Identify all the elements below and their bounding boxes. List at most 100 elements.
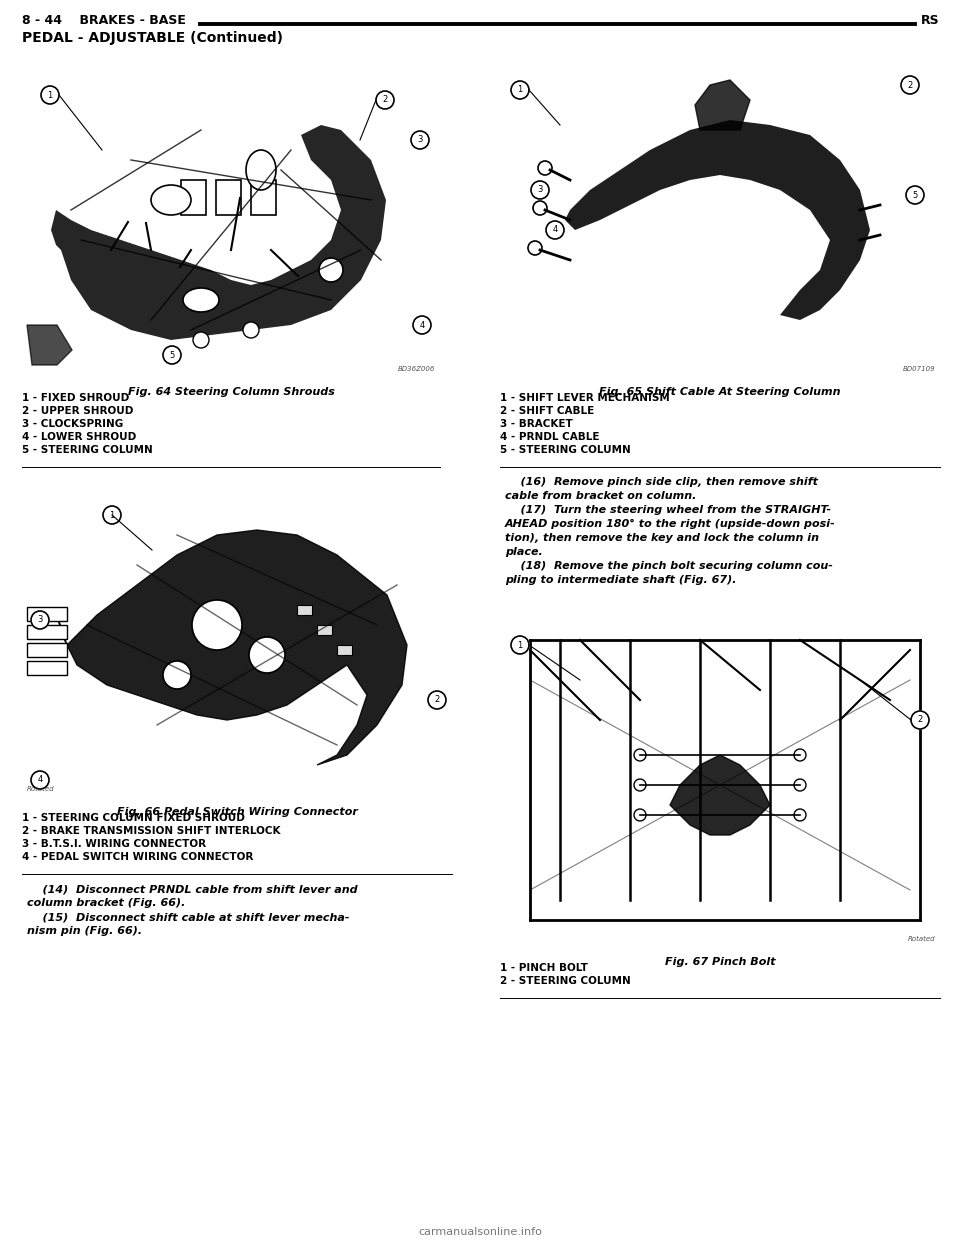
Circle shape xyxy=(538,161,552,175)
Text: Fig. 65 Shift Cable At Steering Column: Fig. 65 Shift Cable At Steering Column xyxy=(599,388,841,397)
Text: 5: 5 xyxy=(169,350,175,359)
Text: 4 - PRNDL CABLE: 4 - PRNDL CABLE xyxy=(500,432,599,442)
Text: Fig. 67 Pinch Bolt: Fig. 67 Pinch Bolt xyxy=(664,958,776,968)
Circle shape xyxy=(911,710,929,729)
Text: 2 - STEERING COLUMN: 2 - STEERING COLUMN xyxy=(500,976,631,986)
Polygon shape xyxy=(51,125,386,340)
Circle shape xyxy=(193,332,209,348)
Circle shape xyxy=(906,186,924,204)
Text: 3: 3 xyxy=(418,135,422,144)
Circle shape xyxy=(376,91,394,109)
Polygon shape xyxy=(565,120,870,320)
Text: AHEAD position 180° to the right (upside-down posi-: AHEAD position 180° to the right (upside… xyxy=(505,519,836,529)
Text: column bracket (Fig. 66).: column bracket (Fig. 66). xyxy=(27,898,185,908)
Text: 1 - SHIFT LEVER MECHANISM: 1 - SHIFT LEVER MECHANISM xyxy=(500,392,670,402)
Ellipse shape xyxy=(151,185,191,215)
Text: BD07109: BD07109 xyxy=(902,366,935,373)
Text: PEDAL - ADJUSTABLE (Continued): PEDAL - ADJUSTABLE (Continued) xyxy=(22,31,283,45)
Text: 4: 4 xyxy=(552,226,558,235)
Text: (16)  Remove pinch side clip, then remove shift: (16) Remove pinch side clip, then remove… xyxy=(505,477,818,487)
Circle shape xyxy=(31,611,49,628)
Polygon shape xyxy=(27,325,72,365)
Text: 3: 3 xyxy=(538,185,542,195)
Text: Rotated: Rotated xyxy=(27,786,55,792)
Text: 5 - STEERING COLUMN: 5 - STEERING COLUMN xyxy=(500,445,631,455)
Circle shape xyxy=(41,86,59,104)
Text: 3 - CLOCKSPRING: 3 - CLOCKSPRING xyxy=(22,419,123,428)
Circle shape xyxy=(163,661,191,689)
Text: Fig. 66 Pedal Switch Wiring Connector: Fig. 66 Pedal Switch Wiring Connector xyxy=(116,807,357,817)
Polygon shape xyxy=(57,530,407,765)
FancyBboxPatch shape xyxy=(22,60,440,380)
Circle shape xyxy=(163,347,181,364)
Text: 3 - B.T.S.I. WIRING CONNECTOR: 3 - B.T.S.I. WIRING CONNECTOR xyxy=(22,840,206,850)
Circle shape xyxy=(531,181,549,199)
Bar xyxy=(216,180,241,215)
Circle shape xyxy=(528,241,542,255)
Bar xyxy=(27,625,67,638)
Text: 4: 4 xyxy=(37,775,42,785)
FancyBboxPatch shape xyxy=(500,620,940,950)
Text: 1 - FIXED SHROUD: 1 - FIXED SHROUD xyxy=(22,392,130,402)
Circle shape xyxy=(634,749,646,761)
Text: 4 - LOWER SHROUD: 4 - LOWER SHROUD xyxy=(22,432,136,442)
Bar xyxy=(27,607,67,621)
Text: 3 - BRACKET: 3 - BRACKET xyxy=(500,419,573,428)
Text: (18)  Remove the pinch bolt securing column cou-: (18) Remove the pinch bolt securing colu… xyxy=(505,561,833,571)
Circle shape xyxy=(511,636,529,655)
Circle shape xyxy=(511,81,529,99)
Polygon shape xyxy=(695,79,750,130)
Text: 4: 4 xyxy=(420,320,424,329)
Text: (14)  Disconnect PRNDL cable from shift lever and: (14) Disconnect PRNDL cable from shift l… xyxy=(27,884,358,894)
Text: Rotated: Rotated xyxy=(907,936,935,941)
FancyBboxPatch shape xyxy=(22,491,452,800)
Text: tion), then remove the key and lock the column in: tion), then remove the key and lock the … xyxy=(505,533,819,543)
FancyBboxPatch shape xyxy=(500,60,940,380)
Bar xyxy=(181,180,206,215)
Bar xyxy=(337,645,352,655)
Circle shape xyxy=(634,779,646,791)
Circle shape xyxy=(428,691,446,709)
Text: 1 - PINCH BOLT: 1 - PINCH BOLT xyxy=(500,963,588,972)
Text: 3: 3 xyxy=(37,616,42,625)
Circle shape xyxy=(794,779,806,791)
Text: 2 - UPPER SHROUD: 2 - UPPER SHROUD xyxy=(22,406,133,416)
Text: 2 - BRAKE TRANSMISSION SHIFT INTERLOCK: 2 - BRAKE TRANSMISSION SHIFT INTERLOCK xyxy=(22,826,280,836)
Text: 2: 2 xyxy=(907,81,913,89)
Circle shape xyxy=(533,201,547,215)
Circle shape xyxy=(794,809,806,821)
Text: 2: 2 xyxy=(918,715,923,724)
Circle shape xyxy=(103,505,121,524)
Text: cable from bracket on column.: cable from bracket on column. xyxy=(505,491,696,501)
Text: 5 - STEERING COLUMN: 5 - STEERING COLUMN xyxy=(22,445,153,455)
Text: 8 - 44    BRAKES - BASE: 8 - 44 BRAKES - BASE xyxy=(22,14,186,26)
Text: pling to intermediate shaft (Fig. 67).: pling to intermediate shaft (Fig. 67). xyxy=(505,575,736,585)
Text: 1: 1 xyxy=(517,641,522,650)
Text: 1: 1 xyxy=(47,91,53,99)
Circle shape xyxy=(192,600,242,650)
Text: 1: 1 xyxy=(517,86,522,94)
Circle shape xyxy=(243,322,259,338)
Bar xyxy=(297,605,312,615)
Text: 5: 5 xyxy=(912,190,918,200)
Text: 2: 2 xyxy=(434,696,440,704)
Circle shape xyxy=(901,76,919,94)
Text: place.: place. xyxy=(505,546,542,556)
Polygon shape xyxy=(670,755,770,835)
Text: 1: 1 xyxy=(109,510,114,519)
Bar xyxy=(27,643,67,657)
Circle shape xyxy=(249,637,285,673)
Bar xyxy=(251,180,276,215)
Circle shape xyxy=(413,315,431,334)
Circle shape xyxy=(411,130,429,149)
Text: RS: RS xyxy=(922,14,940,26)
Ellipse shape xyxy=(319,258,343,282)
Circle shape xyxy=(31,771,49,789)
Text: BD36Z006: BD36Z006 xyxy=(397,366,435,373)
Text: Fig. 64 Steering Column Shrouds: Fig. 64 Steering Column Shrouds xyxy=(128,388,334,397)
Text: (17)  Turn the steering wheel from the STRAIGHT-: (17) Turn the steering wheel from the ST… xyxy=(505,505,831,515)
Text: 1 - STEERING COLUMN FIXED SHROUD: 1 - STEERING COLUMN FIXED SHROUD xyxy=(22,814,245,823)
Text: carmanualsonline.info: carmanualsonline.info xyxy=(418,1227,542,1237)
Circle shape xyxy=(794,749,806,761)
Bar xyxy=(317,625,332,635)
